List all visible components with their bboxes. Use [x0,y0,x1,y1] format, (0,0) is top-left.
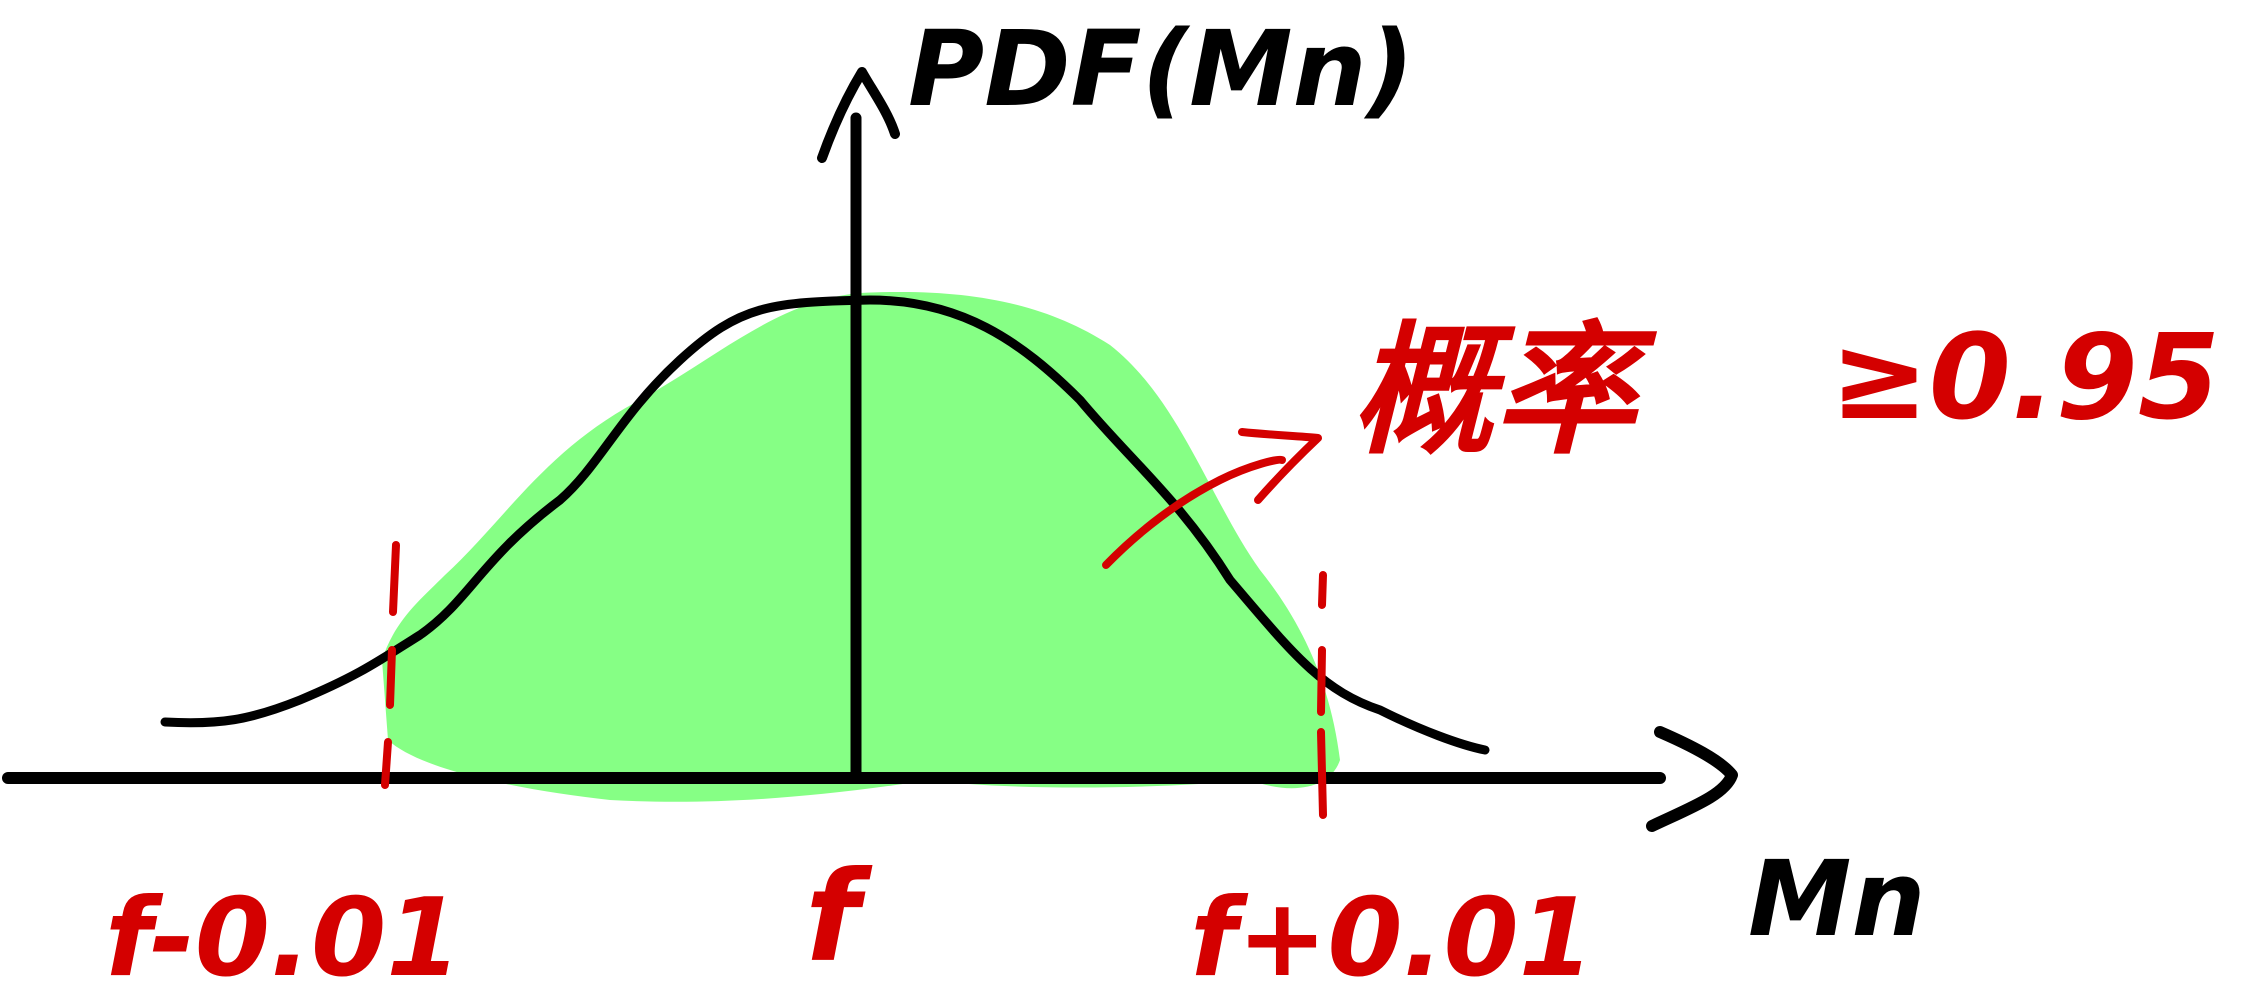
right-bound-label: f+0.01 [1190,876,1594,1000]
right-bound-dashed-line [1317,571,1327,819]
annotation-arrow-shaft [1102,455,1286,569]
left-bound-dashed-line [381,541,400,789]
center-label-f: f [805,845,873,990]
annotation-arrowhead [1238,428,1322,504]
left-bound-label: f-0.01 [105,876,461,1000]
probability-threshold: ≥0.95 [1830,308,2220,446]
x-axis-label: Mn [1748,838,1926,960]
y-axis-arrowhead [817,67,900,163]
y-axis-label: PDF(Mn) [908,8,1414,130]
probability-note: 概率 [1352,309,1658,474]
x-axis-arrowhead [1646,726,1738,832]
